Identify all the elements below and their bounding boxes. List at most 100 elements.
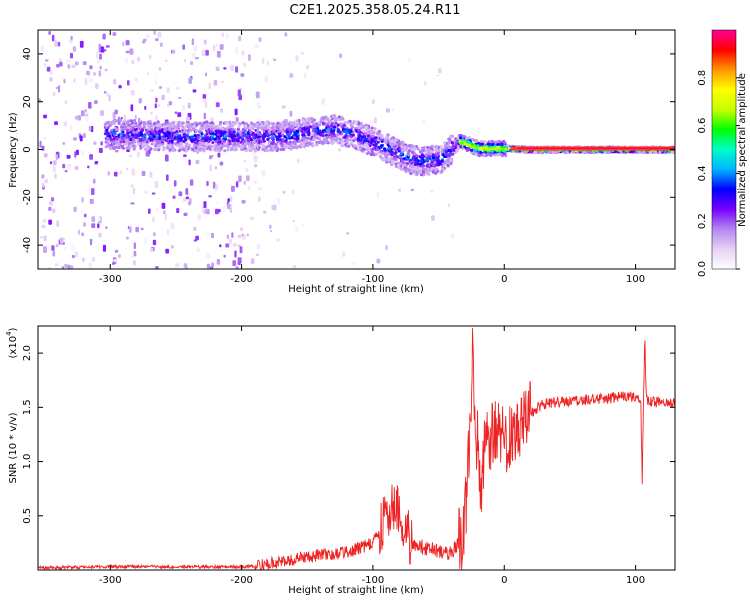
heatmap-cell: [363, 135, 367, 138]
heatmap-cell: [411, 147, 415, 151]
heatmap-cell: [153, 122, 157, 126]
heatmap-cell: [431, 215, 435, 221]
heatmap-cell: [194, 45, 198, 49]
heatmap-cell: [324, 141, 327, 145]
heatmap-cell: [155, 206, 159, 213]
heatmap-cell: [373, 127, 377, 131]
heatmap-cell: [420, 159, 424, 163]
heatmap-cell: [156, 120, 160, 124]
heatmap-cell: [215, 208, 219, 215]
heatmap-cell: [117, 121, 121, 125]
heatmap-cell: [342, 123, 346, 127]
heatmap-cell: [129, 154, 132, 158]
heatmap-cell: [178, 96, 182, 99]
heatmap-cell: [185, 134, 189, 137]
x-tick-label: -100: [362, 575, 385, 586]
heatmap-cell: [321, 122, 325, 126]
heatmap-cell: [225, 243, 230, 248]
heatmap-cell: [75, 149, 79, 156]
heatmap-cell: [166, 174, 169, 181]
heatmap-cell: [95, 52, 99, 59]
heatmap-cell: [66, 59, 71, 63]
heatmap-cell: [217, 152, 221, 158]
heatmap-cell: [663, 149, 667, 153]
heatmap-cell: [295, 135, 299, 139]
heatmap-cell: [501, 149, 505, 153]
heatmap-cell: [205, 49, 209, 56]
heatmap-cell: [310, 117, 314, 121]
heatmap-cell: [42, 182, 45, 188]
heatmap-cell: [338, 130, 342, 134]
heatmap-cell: [235, 181, 239, 188]
heatmap-cell: [321, 117, 325, 120]
heatmap-cell: [431, 163, 435, 167]
heatmap-cell: [54, 173, 57, 179]
heatmap-cell: [241, 200, 246, 204]
heatmap-cell: [152, 141, 156, 145]
heatmap-cell: [151, 192, 156, 195]
heatmap-cell: [145, 151, 150, 157]
heatmap-cell: [417, 170, 421, 173]
heatmap-cell: [437, 68, 442, 73]
heatmap-cell: [374, 117, 377, 124]
heatmap-cell: [227, 198, 231, 202]
heatmap-cell: [451, 152, 455, 156]
heatmap-cell: [41, 145, 45, 151]
heatmap-cell: [198, 130, 202, 134]
heatmap-cell: [643, 151, 647, 154]
heatmap-cell: [409, 169, 413, 173]
heatmap-cell: [74, 251, 78, 258]
heatmap-cell: [474, 144, 478, 148]
heatmap-cell: [452, 148, 455, 152]
heatmap-cell: [243, 144, 247, 148]
heatmap-cell: [191, 38, 195, 46]
heatmap-cell: [450, 233, 455, 239]
heatmap-cell: [303, 122, 307, 126]
heatmap-cell: [172, 195, 176, 199]
heatmap-cell: [341, 143, 345, 147]
heatmap-cell: [105, 45, 110, 48]
heatmap-cell: [297, 118, 301, 122]
heatmap-cell: [234, 148, 238, 151]
heatmap-cell: [116, 128, 119, 132]
colorbar-tick-label: 0.0: [697, 261, 708, 277]
heatmap-cell: [287, 142, 291, 146]
heatmap-cell: [246, 175, 250, 182]
heatmap-cell: [118, 119, 122, 123]
heatmap-cell: [49, 161, 53, 165]
heatmap-cell: [83, 213, 87, 218]
heatmap-cell: [421, 170, 425, 174]
heatmap-cell: [114, 140, 118, 144]
heatmap-cell: [364, 132, 368, 136]
heatmap-cell: [266, 137, 270, 141]
heatmap-cell: [136, 151, 140, 158]
heatmap-cell: [619, 150, 623, 154]
heatmap-cell: [409, 171, 413, 175]
heatmap-cell: [440, 159, 444, 163]
heatmap-cell: [133, 242, 136, 249]
heatmap-cell: [494, 140, 498, 144]
heatmap-cell: [422, 173, 426, 177]
heatmap-cell: [289, 121, 293, 125]
heatmap-cell: [250, 216, 255, 221]
heatmap-cell: [233, 142, 237, 146]
heatmap-cell: [173, 180, 177, 187]
heatmap-cell: [88, 126, 92, 132]
heatmap-cell: [407, 144, 411, 148]
heatmap-cell: [252, 152, 256, 157]
heatmap-cell: [118, 85, 122, 89]
heatmap-cell: [235, 121, 238, 125]
heatmap-cell: [192, 89, 197, 93]
heatmap-cell: [237, 244, 241, 247]
heatmap-cell: [201, 142, 205, 146]
heatmap-cell: [145, 140, 149, 144]
heatmap-cell: [430, 158, 434, 162]
heatmap-cell: [207, 140, 211, 143]
heatmap-cell: [386, 108, 390, 113]
heatmap-cell: [103, 132, 107, 136]
heatmap-cell: [355, 122, 359, 126]
heatmap-cell: [304, 139, 308, 143]
heatmap-cell: [241, 50, 245, 56]
heatmap-cell: [271, 205, 276, 210]
heatmap-cell: [499, 152, 503, 156]
